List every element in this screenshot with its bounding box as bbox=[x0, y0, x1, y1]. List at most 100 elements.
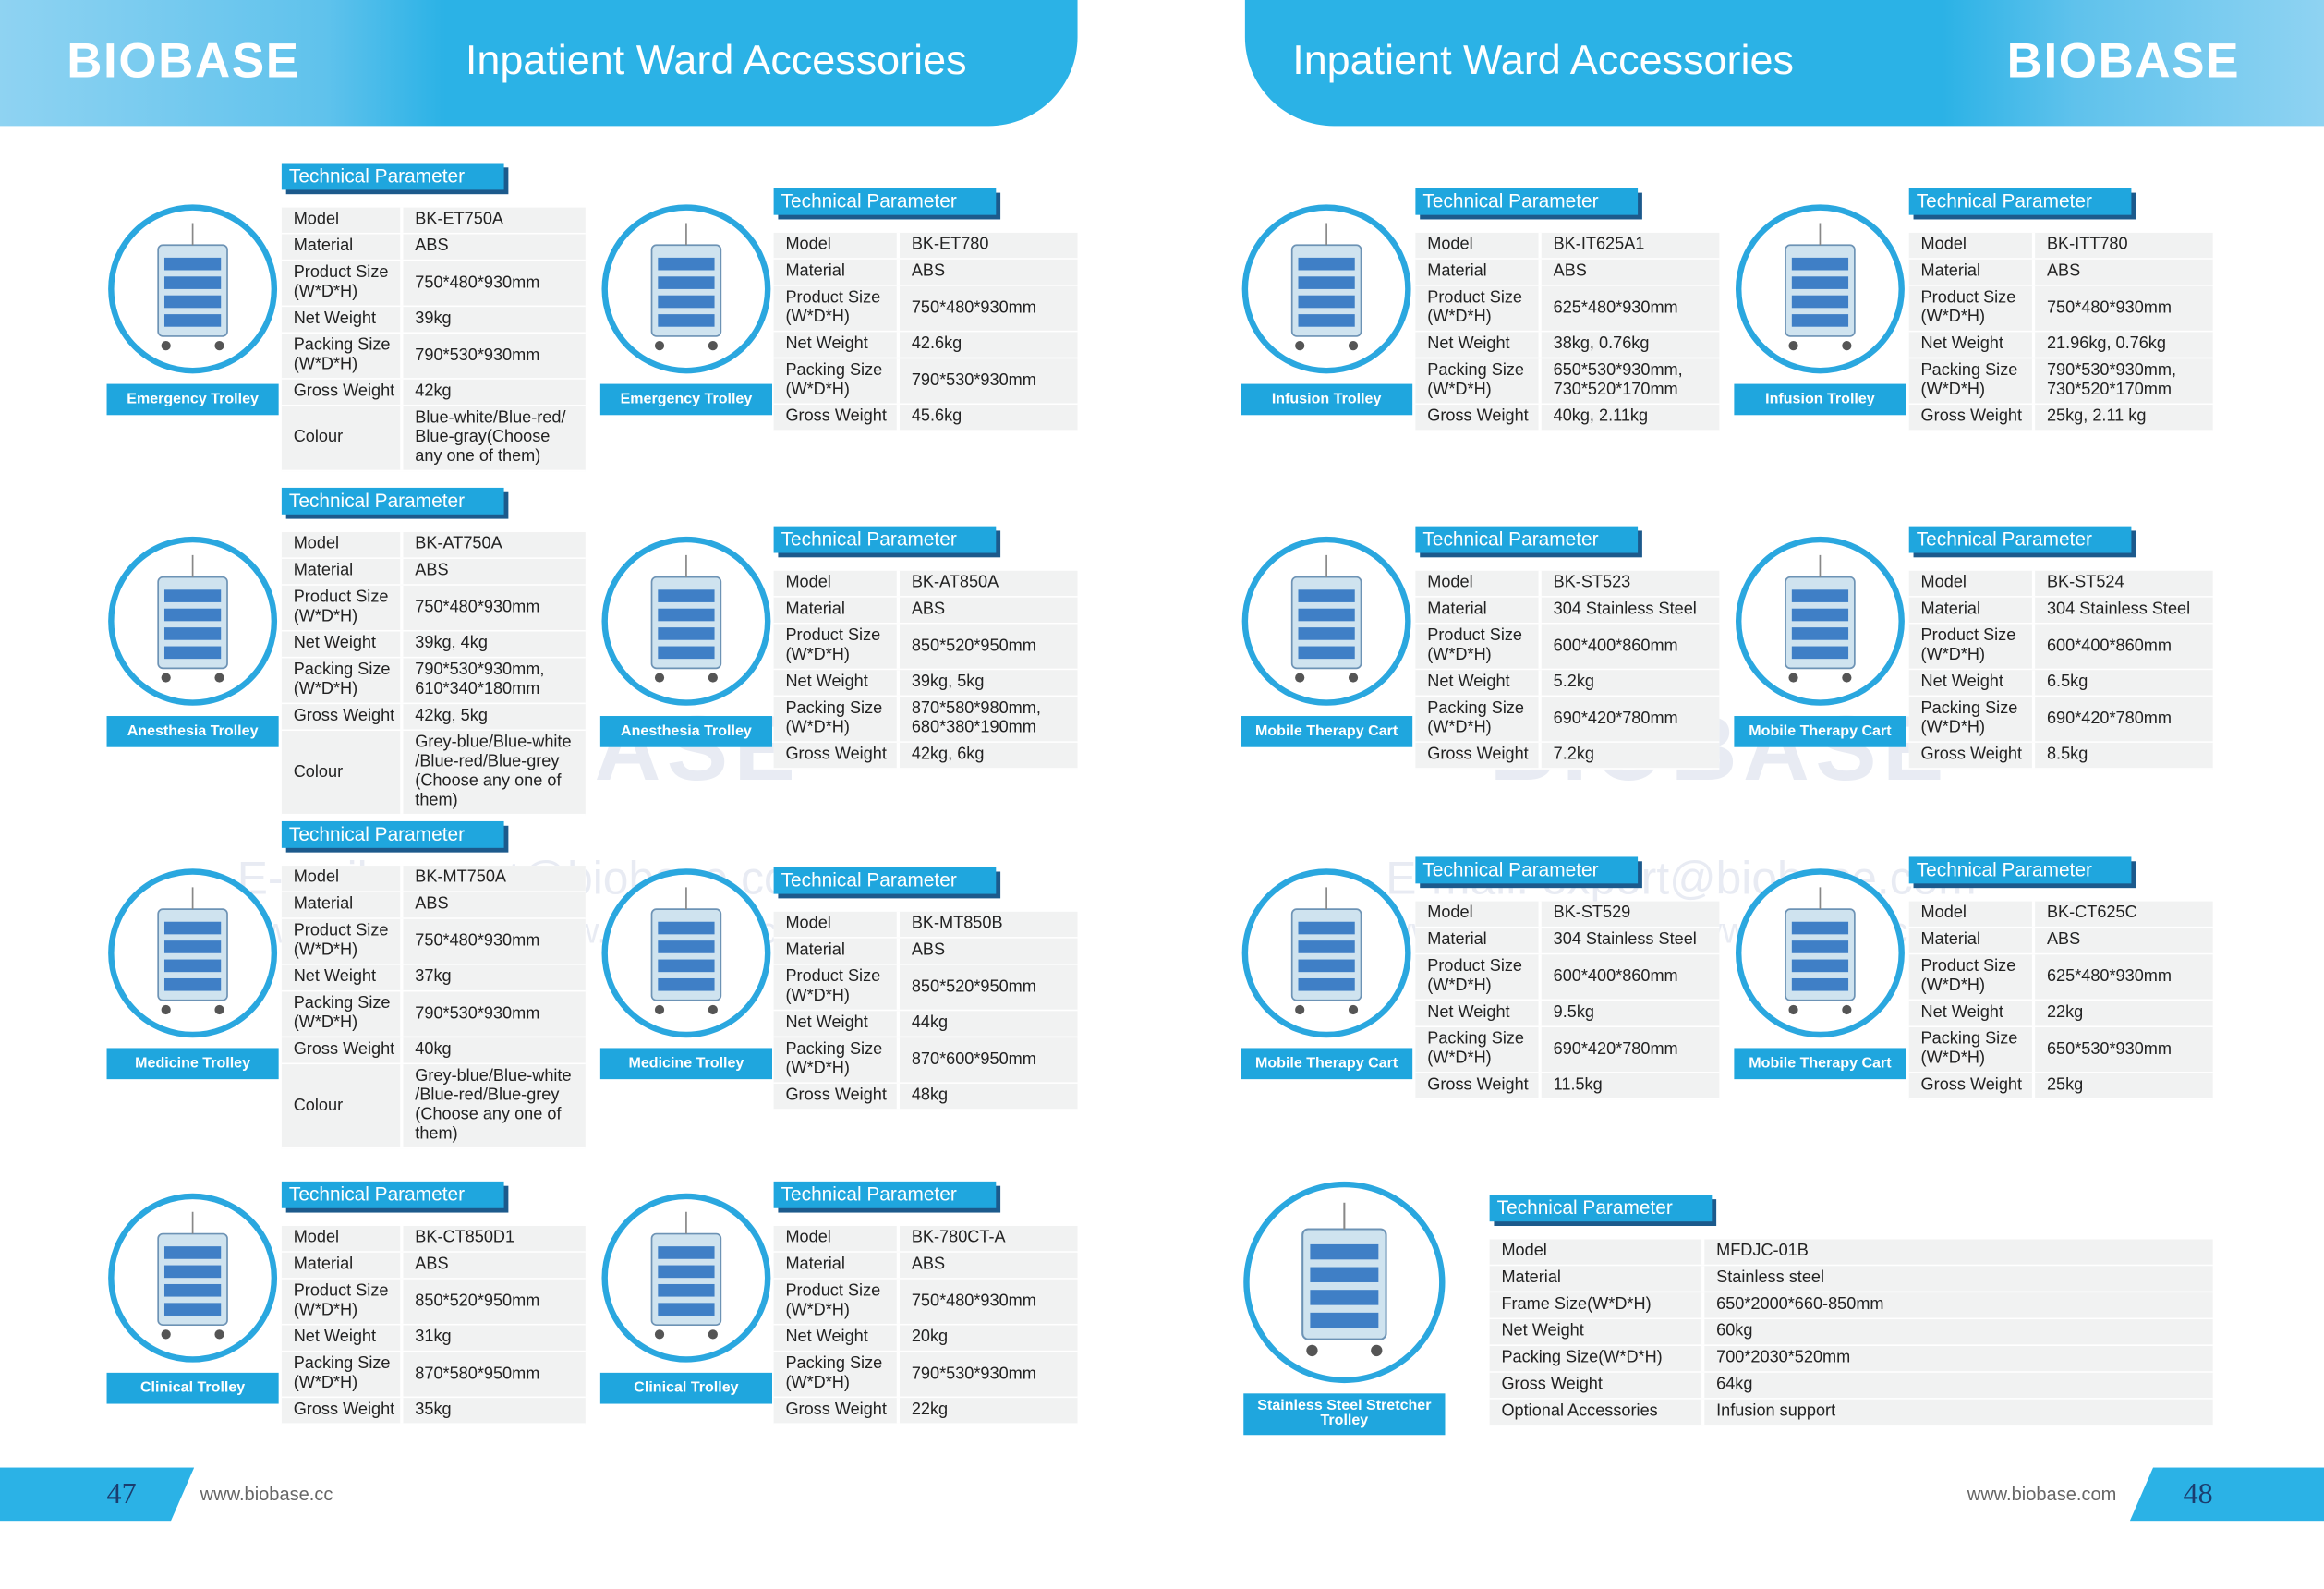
product-illustration bbox=[650, 887, 722, 1015]
parameter-label: Material bbox=[1415, 259, 1542, 285]
product-image bbox=[108, 1193, 278, 1363]
parameter-label: Product Size (W*D*H) bbox=[282, 261, 404, 306]
product-caption: Mobile Therapy Cart bbox=[1734, 716, 1906, 747]
parameter-label: Product Size (W*D*H) bbox=[774, 964, 900, 1010]
parameter-label: Product Size (W*D*H) bbox=[774, 624, 900, 669]
parameter-value: 650*530*930mm, 730*520*170mm bbox=[1553, 361, 1683, 399]
footer-website: www.biobase.cc bbox=[200, 1484, 333, 1505]
parameter-table: Model BK-CT850D1 Material ABS Product Size (… bbox=[281, 1226, 586, 1425]
parameter-value: 750*480*930mm bbox=[415, 931, 540, 950]
parameter-row: Product Size (W*D*H) 850*520*950mm bbox=[773, 964, 1078, 1012]
parameter-value: ABS bbox=[415, 562, 449, 580]
parameter-label: Model bbox=[1909, 901, 2036, 927]
parameter-value: ABS bbox=[911, 1255, 946, 1274]
parameter-value: 690*420*780mm bbox=[2046, 709, 2173, 728]
parameter-label: Product Size (W*D*H) bbox=[282, 1279, 404, 1324]
parameter-row: Net Weight 37kg bbox=[281, 964, 586, 992]
parameter-row: Net Weight 39kg, 4kg bbox=[281, 631, 586, 659]
parameter-row: Product Size (W*D*H) 625*480*930mm bbox=[1415, 285, 1720, 333]
parameter-label: Material bbox=[282, 1252, 404, 1279]
parameter-row: Net Weight 20kg bbox=[773, 1325, 1078, 1352]
parameter-table: Model BK-ET750A Material ABS Product Size (W… bbox=[281, 207, 586, 472]
parameter-heading: Technical Parameter bbox=[1908, 856, 2132, 884]
parameter-value: BK-CT850D1 bbox=[415, 1229, 515, 1247]
parameter-label: Model bbox=[1415, 901, 1542, 927]
parameter-value: 600*400*860mm bbox=[1553, 637, 1678, 655]
parameter-row: Product Size (W*D*H) 750*480*930mm bbox=[281, 261, 586, 308]
page-title: Inpatient Ward Accessories bbox=[465, 37, 967, 83]
parameter-heading: Technical Parameter bbox=[281, 1181, 504, 1208]
parameter-row: Material ABS bbox=[1908, 928, 2213, 955]
parameter-row: Material ABS bbox=[773, 938, 1078, 965]
parameter-value: BK-780CT-A bbox=[911, 1229, 1006, 1247]
parameter-table: Model BK-AT750A Material ABS Product Size (W… bbox=[281, 532, 586, 816]
parameter-label: Packing Size (W*D*H) bbox=[1909, 358, 2036, 404]
parameter-label: Packing Size (W*D*H) bbox=[282, 1352, 404, 1397]
parameter-row: Product Size (W*D*H) 600*400*860mm bbox=[1415, 624, 1720, 671]
parameter-row: Packing Size (W*D*H) 790*530*930mm bbox=[281, 991, 586, 1038]
parameter-value: 25kg bbox=[2046, 1075, 2084, 1095]
parameter-row: Packing Size (W*D*H) 690*420*780mm bbox=[1908, 697, 2213, 743]
product-illustration bbox=[1785, 223, 1856, 351]
parameter-value: 21.96kg, 0.76kg bbox=[2046, 334, 2166, 353]
parameter-row: Material ABS bbox=[1908, 259, 2213, 286]
parameter-value: 38kg, 0.76kg bbox=[1553, 334, 1650, 353]
parameter-row: Model BK-MT750A bbox=[281, 866, 586, 892]
parameter-value: BK-AT750A bbox=[415, 535, 502, 553]
parameter-row: Product Size (W*D*H) 750*480*930mm bbox=[281, 918, 586, 965]
parameter-value: 48kg bbox=[911, 1086, 949, 1105]
page-number: 47 bbox=[106, 1477, 137, 1511]
parameter-value: 870*600*950mm bbox=[911, 1049, 1036, 1069]
parameter-label: Packing Size (W*D*H) bbox=[774, 358, 900, 404]
parameter-row: Packing Size(W*D*H) 700*2030*520mm bbox=[1489, 1345, 2213, 1373]
parameter-table: Model BK-ITT780 Material ABS Product Size (W… bbox=[1908, 232, 2213, 431]
parameter-row: Packing Size (W*D*H) 790*530*930mm bbox=[773, 1352, 1078, 1399]
parameter-value: 35kg bbox=[415, 1401, 452, 1419]
parameter-value: 750*480*930mm bbox=[911, 1292, 1036, 1310]
parameter-row: Gross Weight 25kg bbox=[1908, 1073, 2213, 1100]
parameter-value: 22kg bbox=[911, 1401, 949, 1419]
parameter-value: 39kg bbox=[415, 309, 452, 328]
parameter-row: Material 304 Stainless Steel bbox=[1908, 597, 2213, 625]
parameter-heading: Technical Parameter bbox=[281, 487, 504, 515]
parameter-row: Material ABS bbox=[773, 1252, 1078, 1280]
parameter-value: 44kg bbox=[911, 1013, 949, 1032]
parameter-value: 20kg bbox=[911, 1328, 949, 1346]
parameter-value: ABS bbox=[2046, 930, 2081, 949]
parameter-label: Packing Size (W*D*H) bbox=[1415, 1026, 1542, 1073]
parameter-label: Colour bbox=[282, 1064, 404, 1147]
parameter-row: Packing Size (W*D*H) 690*420*780mm bbox=[1415, 697, 1720, 743]
parameter-row: Product Size (W*D*H) 600*400*860mm bbox=[1415, 954, 1720, 1001]
parameter-label: Product Size (W*D*H) bbox=[282, 585, 404, 630]
parameter-label: Material bbox=[1490, 1266, 1705, 1292]
parameter-row: Net Weight 44kg bbox=[773, 1011, 1078, 1038]
parameter-label: Packing Size (W*D*H) bbox=[282, 991, 404, 1037]
parameter-value: ABS bbox=[911, 262, 946, 281]
product-illustration bbox=[157, 223, 228, 351]
parameter-value: 40kg bbox=[415, 1040, 452, 1059]
parameter-value: 42kg bbox=[415, 382, 452, 401]
parameter-row: Material ABS bbox=[281, 892, 586, 919]
parameter-label: Product Size (W*D*H) bbox=[1415, 954, 1542, 1000]
parameter-row: Net Weight 39kg, 5kg bbox=[773, 670, 1078, 697]
parameter-table: Model BK-ET780 Material ABS Product Size (W*… bbox=[773, 232, 1078, 431]
parameter-label: Material bbox=[282, 558, 404, 585]
parameter-row: Material ABS bbox=[773, 597, 1078, 625]
parameter-value: 39kg, 4kg bbox=[415, 634, 488, 653]
parameter-label: Packing Size (W*D*H) bbox=[1909, 697, 2036, 742]
parameter-value: 22kg bbox=[2046, 1003, 2084, 1022]
parameter-value: 42.6kg bbox=[911, 334, 962, 353]
parameter-row: Gross Weight 8.5kg bbox=[1908, 742, 2213, 770]
product-image bbox=[1241, 868, 1411, 1038]
parameter-label: Net Weight bbox=[774, 670, 900, 696]
parameter-label: Product Size (W*D*H) bbox=[282, 918, 404, 964]
parameter-label: Model bbox=[1909, 232, 2036, 259]
footer-tab bbox=[0, 1467, 195, 1522]
parameter-row: Colour Grey-blue/Blue-white /Blue-red/Blu… bbox=[281, 731, 586, 816]
parameter-row: Gross Weight 7.2kg bbox=[1415, 742, 1720, 770]
product-illustration bbox=[650, 223, 722, 351]
parameter-value: ABS bbox=[2046, 262, 2081, 281]
parameter-row: Packing Size (W*D*H) 790*530*930mm bbox=[281, 334, 586, 380]
parameter-value: BK-ET750A bbox=[415, 210, 504, 229]
